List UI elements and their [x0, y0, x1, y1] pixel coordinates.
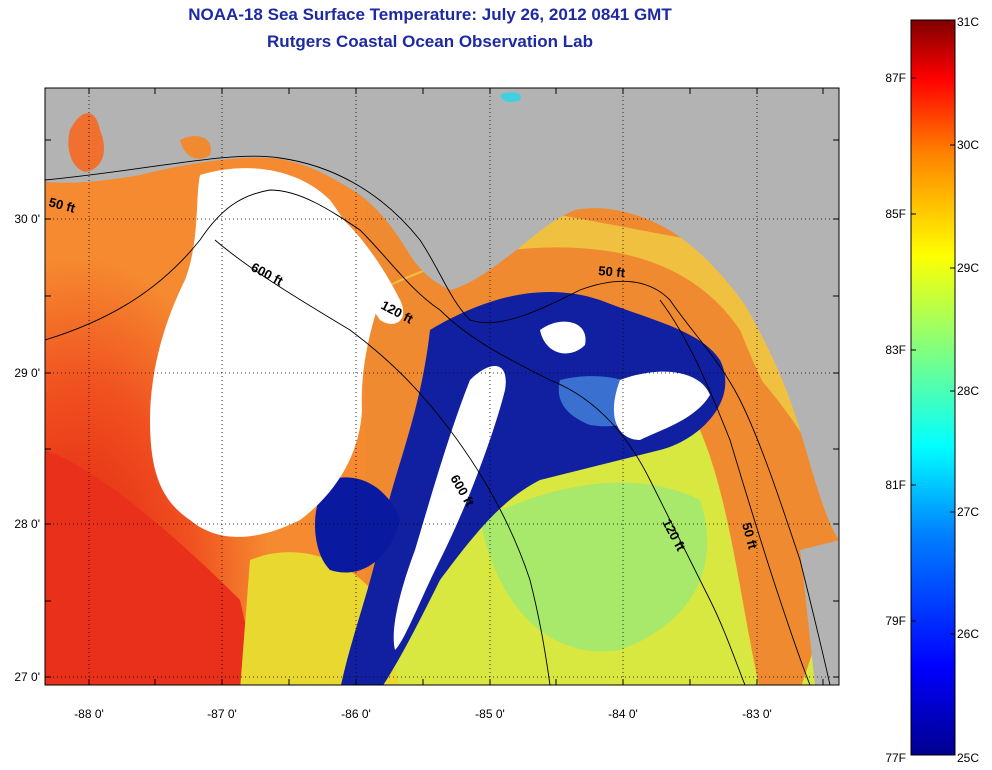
colorbar-celsius-label: 27C — [957, 505, 979, 519]
contour-label: 50 ft — [739, 521, 761, 551]
x-tick-label: -85 0' — [475, 707, 505, 721]
map-gridlines — [45, 88, 839, 685]
sea-coastal-northeast — [380, 215, 800, 440]
x-tick-label: -83 0' — [742, 707, 772, 721]
y-tick-label: 28 0' — [14, 517, 40, 531]
inland-water — [500, 92, 521, 103]
colorbar-ticks — [911, 77, 955, 635]
sea-hot-southwest — [45, 450, 259, 685]
colorbar-fahrenheit-label: 83F — [885, 343, 906, 357]
y-tick-label: 30 0' — [14, 212, 40, 226]
contour-label: 50 ft — [598, 263, 627, 280]
colorbar-fahrenheit-label: 77F — [885, 751, 906, 765]
contour-label: 50 ft — [47, 194, 77, 216]
bay-mobile — [68, 113, 105, 172]
x-tick-label: -84 0' — [608, 707, 638, 721]
map-subtitle: Rutgers Coastal Ocean Observation Lab — [267, 32, 593, 51]
land-southeast — [800, 540, 839, 685]
map-plot-area — [45, 88, 839, 685]
colorbar-celsius-label: 29C — [957, 261, 979, 275]
colorbar-celsius-label: 26C — [957, 627, 979, 641]
x-tick-label: -88 0' — [74, 707, 104, 721]
colorbar-fahrenheit-label: 79F — [885, 614, 906, 628]
map-frame — [44, 87, 840, 686]
sea-coastal-east — [700, 330, 830, 685]
contour-120ft-east — [439, 309, 746, 685]
colorbar-celsius-label: 30C — [957, 138, 979, 152]
cold-patch-west — [315, 477, 400, 573]
colorbar-celsius-label: 28C — [957, 384, 979, 398]
contour-120ft-west — [45, 189, 441, 341]
cloud-north-strip — [300, 190, 404, 324]
land-mass — [45, 88, 839, 540]
colorbar-celsius-label: 31C — [957, 15, 979, 29]
colorbar-celsius-label: 25C — [957, 751, 979, 765]
x-tick-label: -86 0' — [341, 707, 371, 721]
cloud-small-patch — [540, 321, 586, 354]
y-tick-label: 29 0' — [14, 366, 40, 380]
colorbar — [910, 19, 956, 756]
contour-50ft — [45, 155, 831, 685]
cloud-east-patch — [613, 371, 710, 440]
bay-pensacola — [180, 135, 211, 159]
cloud-main — [150, 168, 380, 537]
contour-50ft-east — [659, 299, 811, 685]
contour-600ft — [214, 239, 551, 685]
map-title: NOAA-18 Sea Surface Temperature: July 26… — [188, 5, 672, 24]
cloud-diagonal-streak — [393, 366, 506, 650]
colorbar-fahrenheit-label: 81F — [885, 478, 906, 492]
colorbar-fahrenheit-label: 85F — [885, 207, 906, 221]
colorbar-fahrenheit-label: 87F — [885, 71, 906, 85]
x-tick-label: -87 0' — [207, 707, 237, 721]
map-ticks — [45, 88, 839, 685]
y-tick-label: 27 0' — [14, 670, 40, 684]
